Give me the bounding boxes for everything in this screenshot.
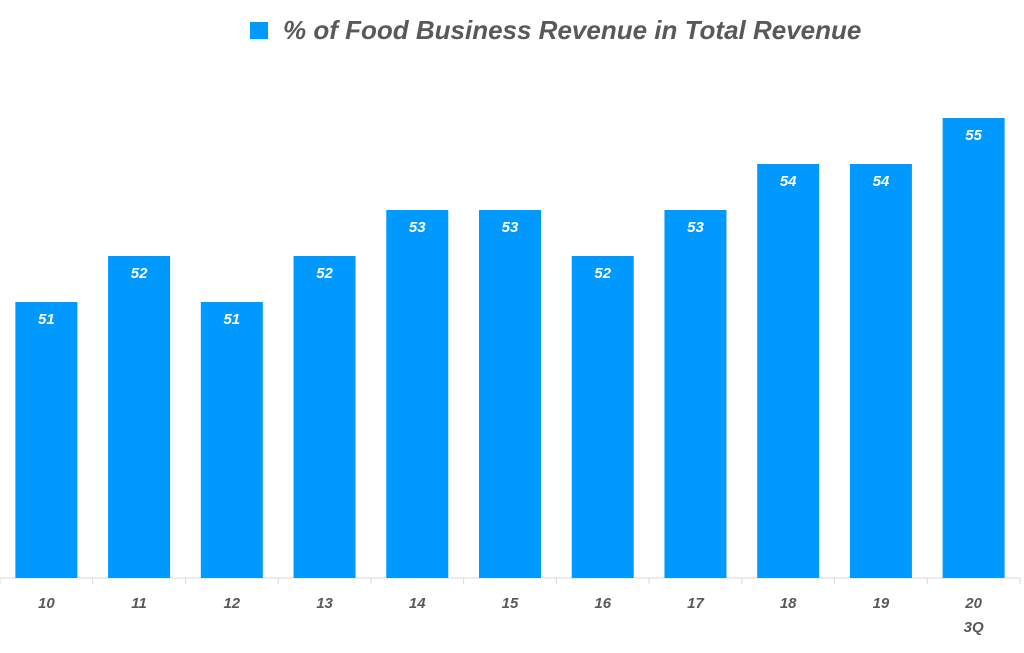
legend-swatch: [250, 21, 268, 39]
x-tick-label: 15: [502, 595, 519, 612]
data-label: 54: [780, 173, 797, 190]
data-label: 51: [38, 311, 55, 328]
bar: [200, 302, 263, 578]
legend-label: % of Food Business Revenue in Total Reve…: [283, 14, 862, 45]
x-tick-label: 14: [409, 595, 426, 612]
bar: [293, 256, 356, 578]
bar: [757, 164, 820, 578]
bar: [849, 164, 912, 578]
bar: [479, 210, 541, 578]
data-label: 51: [223, 311, 240, 328]
data-label: 55: [965, 127, 982, 144]
x-tick-label: 17: [687, 595, 704, 612]
bar: [386, 210, 449, 578]
bar: [15, 302, 78, 578]
x-tick-label: 10: [38, 595, 55, 612]
legend: % of Food Business Revenue in Total Reve…: [250, 14, 861, 46]
data-label: 54: [873, 173, 890, 190]
x-tick-label: 16: [594, 595, 611, 612]
x-tick-label: 13: [316, 595, 333, 612]
x-tick-label: 12: [223, 595, 240, 612]
x-tick-label: 11: [131, 595, 147, 612]
x-tick-label: 20: [964, 595, 982, 612]
data-label: 53: [409, 219, 426, 236]
data-label: 52: [316, 265, 333, 282]
data-label: 52: [594, 265, 611, 282]
data-label: 53: [687, 219, 704, 236]
bar: [571, 256, 634, 578]
bar: [942, 118, 1005, 578]
data-label: 53: [502, 219, 519, 236]
bar: [108, 256, 171, 578]
x-tick-label: 19: [873, 595, 890, 612]
data-label: 52: [131, 265, 148, 282]
x-tick-label: 18: [780, 595, 797, 612]
x-tick-label: 3Q: [964, 619, 984, 636]
bar: [664, 210, 727, 578]
